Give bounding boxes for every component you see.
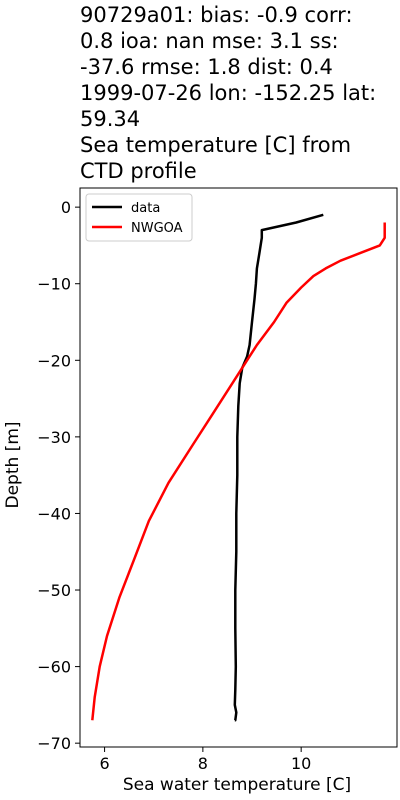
title-line: CTD profile [80,159,197,183]
series-line-nwgoa [91,222,386,721]
title-line: 59.34 [80,107,141,131]
chart-title: 90729a01: bias: -0.9 corr: 0.8 ioa: nan … [80,2,398,184]
y-tick-label: −20 [37,351,71,370]
y-tick-label: −70 [37,734,71,753]
y-tick-label: 0 [61,198,71,217]
plot-frame [79,187,398,748]
x-tick-label: 10 [291,754,311,773]
legend-label-data: data [131,201,160,216]
title-line: -37.6 rmse: 1.8 dist: 0.4 [80,55,333,79]
y-tick-label: −40 [37,504,71,523]
y-axis-label: Depth [m] [3,421,23,508]
title-line: 0.8 ioa: nan mse: 3.1 ss: [80,29,339,53]
y-tick-label: −30 [37,428,71,447]
series-line-data [233,213,324,722]
legend-label-nwgoa: NWGOA [131,221,183,236]
x-tick-label: 8 [198,754,208,773]
x-axis-label: Sea water temperature [C] [123,775,351,795]
title-line: 90729a01: bias: -0.9 corr: [80,3,353,27]
legend: data NWGOA [85,193,193,242]
title-line: 1999-07-26 lon: -152.25 lat: [80,81,377,105]
y-tick-label: −50 [37,581,71,600]
x-tick-label: 6 [99,754,109,773]
plot-area: 6 8 10 0 −10 −20 −30 −40 −50 −60 −70 [37,187,398,773]
title-line: Sea temperature [C] from [80,133,352,157]
y-tick-label: −60 [37,658,71,677]
y-tick-label: −10 [37,275,71,294]
